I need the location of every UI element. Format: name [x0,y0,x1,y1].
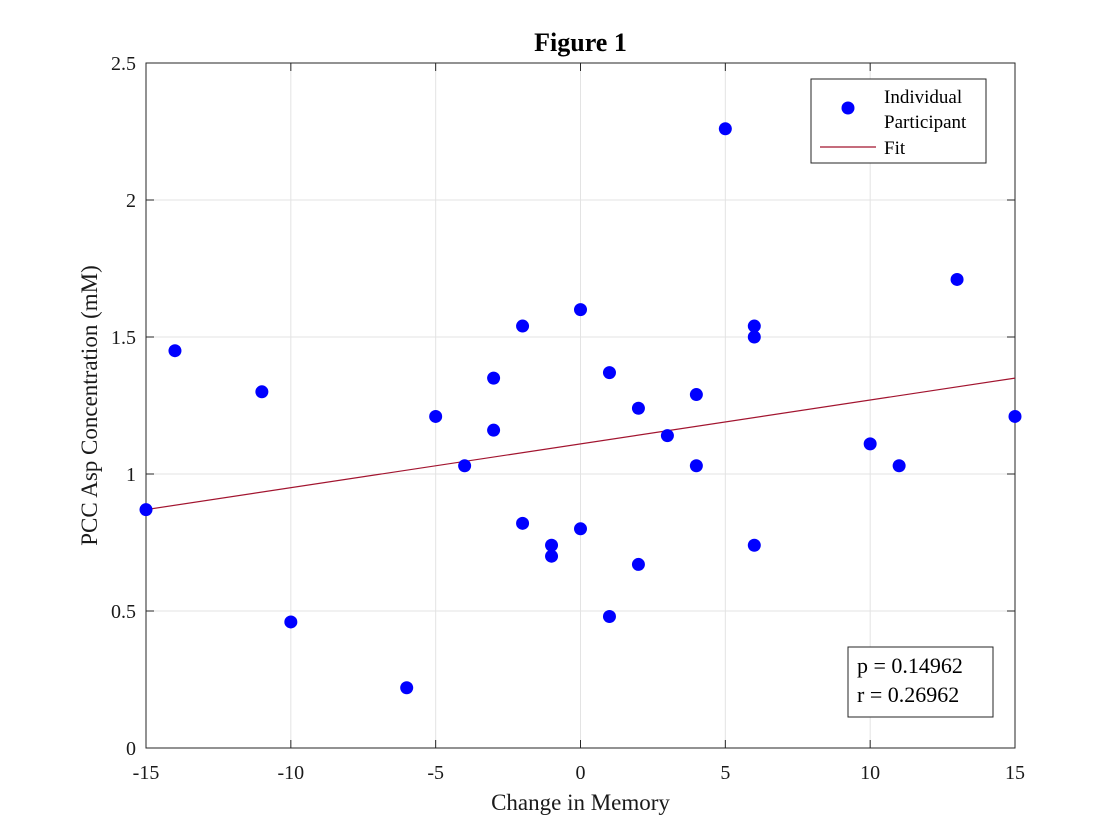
data-point [747,319,761,333]
stats-annotation: p = 0.14962 r = 0.26962 [847,646,994,718]
data-point [631,401,645,415]
data-point [487,423,501,437]
data-point [487,371,501,385]
data-point [602,609,616,623]
data-point [458,459,472,473]
legend-marker-scatter [841,101,855,115]
x-tick-label: 0 [576,762,586,784]
data-point [139,503,153,517]
data-point [574,303,587,317]
data-point [747,330,761,344]
data-point [631,557,645,571]
x-tick-label: -15 [133,762,160,784]
data-point [747,538,761,552]
y-tick-label: 2.5 [111,53,136,75]
y-tick-label: 2 [126,190,136,212]
data-point [284,615,298,629]
data-point [400,681,414,695]
stats-box-frame [847,646,994,718]
chart-title: Figure 1 [534,28,627,57]
y-axis-label: PCC Asp Concentration (mM) [77,265,102,545]
data-point [545,538,559,552]
legend-box [810,78,987,164]
data-point [168,344,182,358]
points-layer [139,122,1022,695]
data-point [892,459,906,473]
fit-layer [145,377,1016,511]
legend-label: Participant [884,112,967,133]
data-point [689,459,703,473]
data-point [574,522,587,536]
data-point [545,549,559,563]
data-point [429,409,443,423]
data-point [660,429,674,443]
data-point [602,366,616,380]
y-tick-label: 1.5 [111,327,136,349]
axis-ticks: -15 -10 -5 0 5 10 15 0 0.5 1 1.5 2 2.5 [111,53,1025,784]
stats-line: p = 0.14962 [857,653,963,678]
x-tick-label: 5 [720,762,730,784]
x-tick-label: 10 [860,762,880,784]
data-point [516,516,530,530]
y-tick-label: 0 [126,738,136,760]
data-point [1008,409,1022,423]
data-point [718,122,732,136]
legend-label: Fit [884,138,906,159]
x-tick-label: -10 [277,762,304,784]
data-point [950,272,964,286]
data-point [863,437,877,451]
legend: Individual Participant Fit [810,78,987,164]
x-tick-label: 15 [1005,762,1025,784]
data-point [689,388,703,402]
x-tick-label: -5 [427,762,444,784]
stats-line: r = 0.26962 [857,682,959,707]
y-tick-label: 0.5 [111,601,136,623]
x-axis-label: Change in Memory [491,790,670,815]
data-point [516,319,530,333]
data-point [255,385,269,399]
fit-line [145,377,1016,511]
y-tick-label: 1 [126,464,136,486]
legend-label: Individual [884,87,962,108]
